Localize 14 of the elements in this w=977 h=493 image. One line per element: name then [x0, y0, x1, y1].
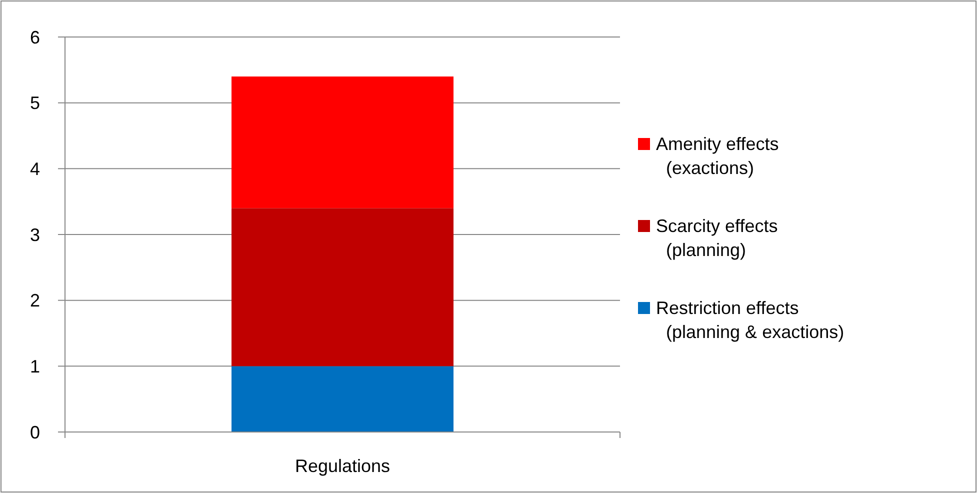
legend-label: Restriction effects (planning & exactions) — [656, 298, 844, 342]
y-tick-label: 4 — [30, 158, 40, 179]
legend-label: Amenity effects (exactions) — [656, 134, 779, 178]
bar — [232, 208, 454, 366]
bar — [232, 76, 454, 208]
y-tick-label: 6 — [30, 27, 40, 48]
legend-label: Scarcity effects (planning) — [656, 216, 778, 260]
y-tick-label: 3 — [30, 224, 40, 245]
y-tick-label: 5 — [30, 93, 40, 114]
y-tick-label: 1 — [30, 356, 40, 376]
y-tick-label: 2 — [30, 290, 40, 311]
x-tick-label: Regulations — [294, 456, 390, 476]
y-tick-label: 0 — [30, 422, 40, 442]
bar — [232, 366, 454, 432]
